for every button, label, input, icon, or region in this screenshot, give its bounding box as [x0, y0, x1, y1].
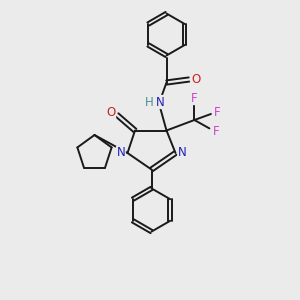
- Text: N: N: [156, 95, 165, 109]
- Text: N: N: [116, 146, 125, 160]
- Text: O: O: [106, 106, 116, 119]
- Text: N: N: [178, 146, 187, 160]
- Text: O: O: [191, 73, 200, 86]
- Text: H: H: [145, 95, 154, 109]
- Text: F: F: [191, 92, 198, 105]
- Text: F: F: [214, 106, 221, 119]
- Text: F: F: [213, 125, 219, 138]
